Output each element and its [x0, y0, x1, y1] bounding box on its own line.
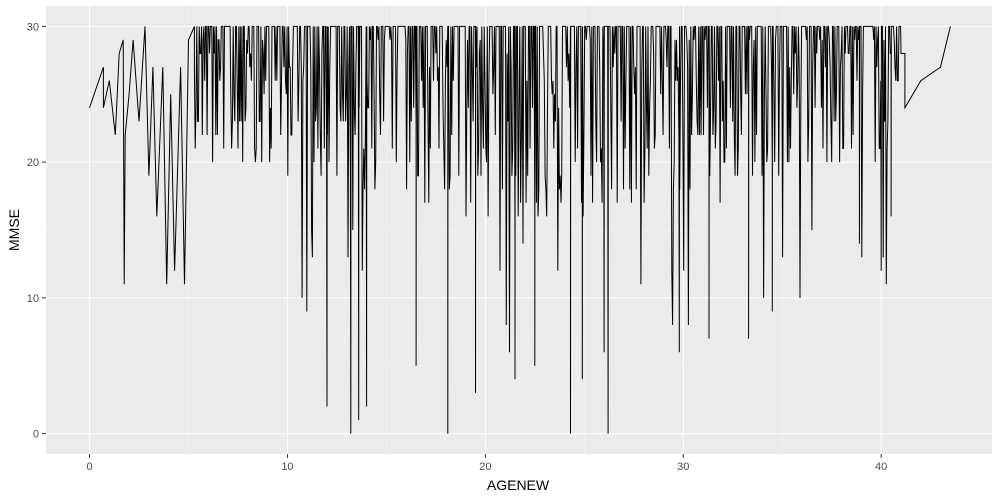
series-line: [89, 25, 951, 434]
y-axis-title: MMSE: [6, 209, 22, 251]
x-tick-label: 30: [677, 461, 689, 473]
y-tick-label: 20: [27, 157, 39, 169]
x-tick-label: 0: [86, 461, 92, 473]
y-tick-label: 0: [33, 429, 39, 441]
y-axis-ticks: 0 10 20 30: [27, 21, 46, 441]
y-tick-label: 30: [27, 21, 39, 33]
x-tick-label: 20: [479, 461, 491, 473]
x-tick-label: 10: [281, 461, 293, 473]
x-axis-title: AGENEW: [487, 477, 550, 493]
x-tick-label: 40: [875, 461, 887, 473]
x-axis-ticks: 0 10 20 30 40: [86, 454, 887, 473]
y-tick-label: 10: [27, 293, 39, 305]
